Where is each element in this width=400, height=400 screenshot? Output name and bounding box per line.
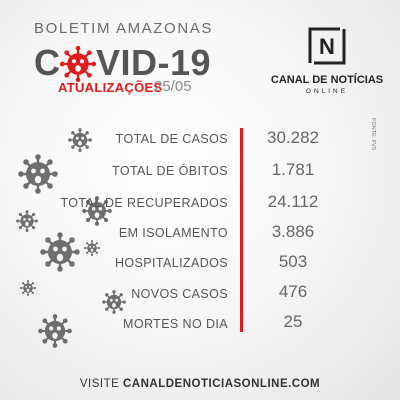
- source-credit: FONTE: FVS: [370, 118, 376, 151]
- update-date: 25/05: [154, 78, 192, 95]
- coronavirus-icon: [38, 314, 72, 348]
- coronavirus-icon: [68, 128, 92, 152]
- stat-value-new-cases: 476: [278, 282, 308, 301]
- stat-label-deaths-today: MORTES NO DIA: [123, 317, 228, 331]
- stat-value-hospitalized: 503: [278, 252, 308, 271]
- coronavirus-icon: [18, 154, 58, 194]
- stat-label-isolation: EM ISOLAMENTO: [118, 226, 228, 240]
- coronavirus-icon: [20, 280, 36, 296]
- stat-value-isolation: 3.886: [271, 222, 315, 241]
- coronavirus-icon: [102, 290, 126, 314]
- headline-letter-c: C: [34, 42, 61, 83]
- stat-label-hospitalized: HOSPITALIZADOS: [114, 256, 228, 270]
- footer-visit: VISITE CANALDENOTICIASONLINE.COM: [0, 378, 400, 390]
- stat-value-total-deaths: 1.781: [271, 160, 315, 179]
- coronavirus-icon: [84, 240, 100, 256]
- footer-url-link[interactable]: CANALDENOTICIASONLINE.COM: [123, 378, 321, 390]
- coronavirus-icon: [40, 232, 80, 272]
- covid-headline: C VID-19: [34, 42, 211, 84]
- headline-rest: VID-19: [96, 42, 212, 83]
- bulletin-subtitle: BOLETIM AMAZONAS: [34, 20, 213, 37]
- stats-divider: [240, 128, 243, 332]
- brand-tagline: ONLINE: [305, 88, 349, 95]
- brand-name: CANAL DE NOTÍCIAS: [270, 74, 384, 86]
- stat-value-total-cases: 30.282: [267, 128, 319, 147]
- stat-label-total-recovered: TOTAL DE RECUPERADOS: [60, 196, 228, 210]
- logo-n-icon: N: [308, 27, 346, 65]
- footer-prefix: VISITE: [79, 378, 120, 390]
- coronavirus-icon: [60, 46, 96, 82]
- stat-label-new-cases: NOVOS CASOS: [131, 287, 228, 301]
- coronavirus-icon: [16, 210, 38, 232]
- logo-letter: N: [319, 34, 335, 59]
- stat-label-total-cases: TOTAL DE CASOS: [115, 132, 228, 146]
- stat-value-total-recovered: 24.112: [267, 192, 319, 211]
- updates-label: ATUALIZAÇÕES: [58, 80, 163, 95]
- stat-value-deaths-today: 25: [283, 312, 303, 331]
- stat-label-total-deaths: TOTAL DE ÓBITOS: [112, 164, 228, 178]
